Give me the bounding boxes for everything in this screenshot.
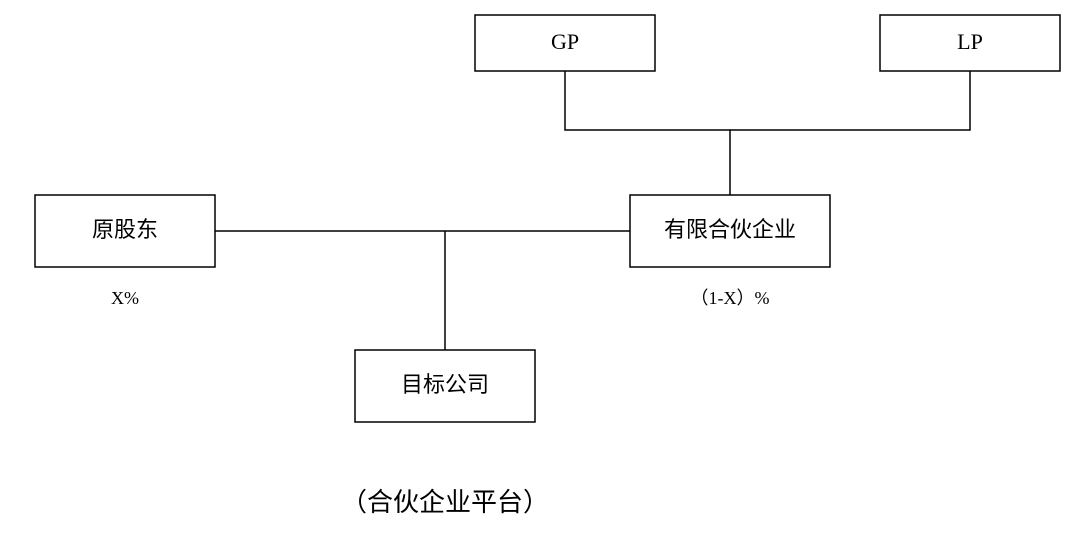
node-label-target: 目标公司 [401,372,489,397]
edges-layer [215,71,970,350]
annotation-one_m_x: （1-X）% [691,288,770,308]
node-orig: 原股东 [35,195,215,267]
diagram-caption: （合伙企业平台） [341,488,549,517]
edge-gp-limpart [565,71,730,195]
edge-lp-limpart [730,71,970,130]
node-limpart: 有限合伙企业 [630,195,830,267]
node-gp: GP [475,15,655,71]
node-label-gp: GP [551,29,579,54]
node-lp: LP [880,15,1060,71]
nodes-layer: GP LP 原股东 有限合伙企业目标公司 [35,15,1060,422]
node-label-orig: 原股东 [92,217,158,242]
node-label-limpart: 有限合伙企业 [664,217,796,242]
annotation-x_pct: X% [111,288,139,308]
org-structure-diagram: GP LP 原股东 有限合伙企业目标公司 X% （1-X）% （合伙企业平台） [0,0,1080,558]
node-target: 目标公司 [355,350,535,422]
node-label-lp: LP [957,29,983,54]
